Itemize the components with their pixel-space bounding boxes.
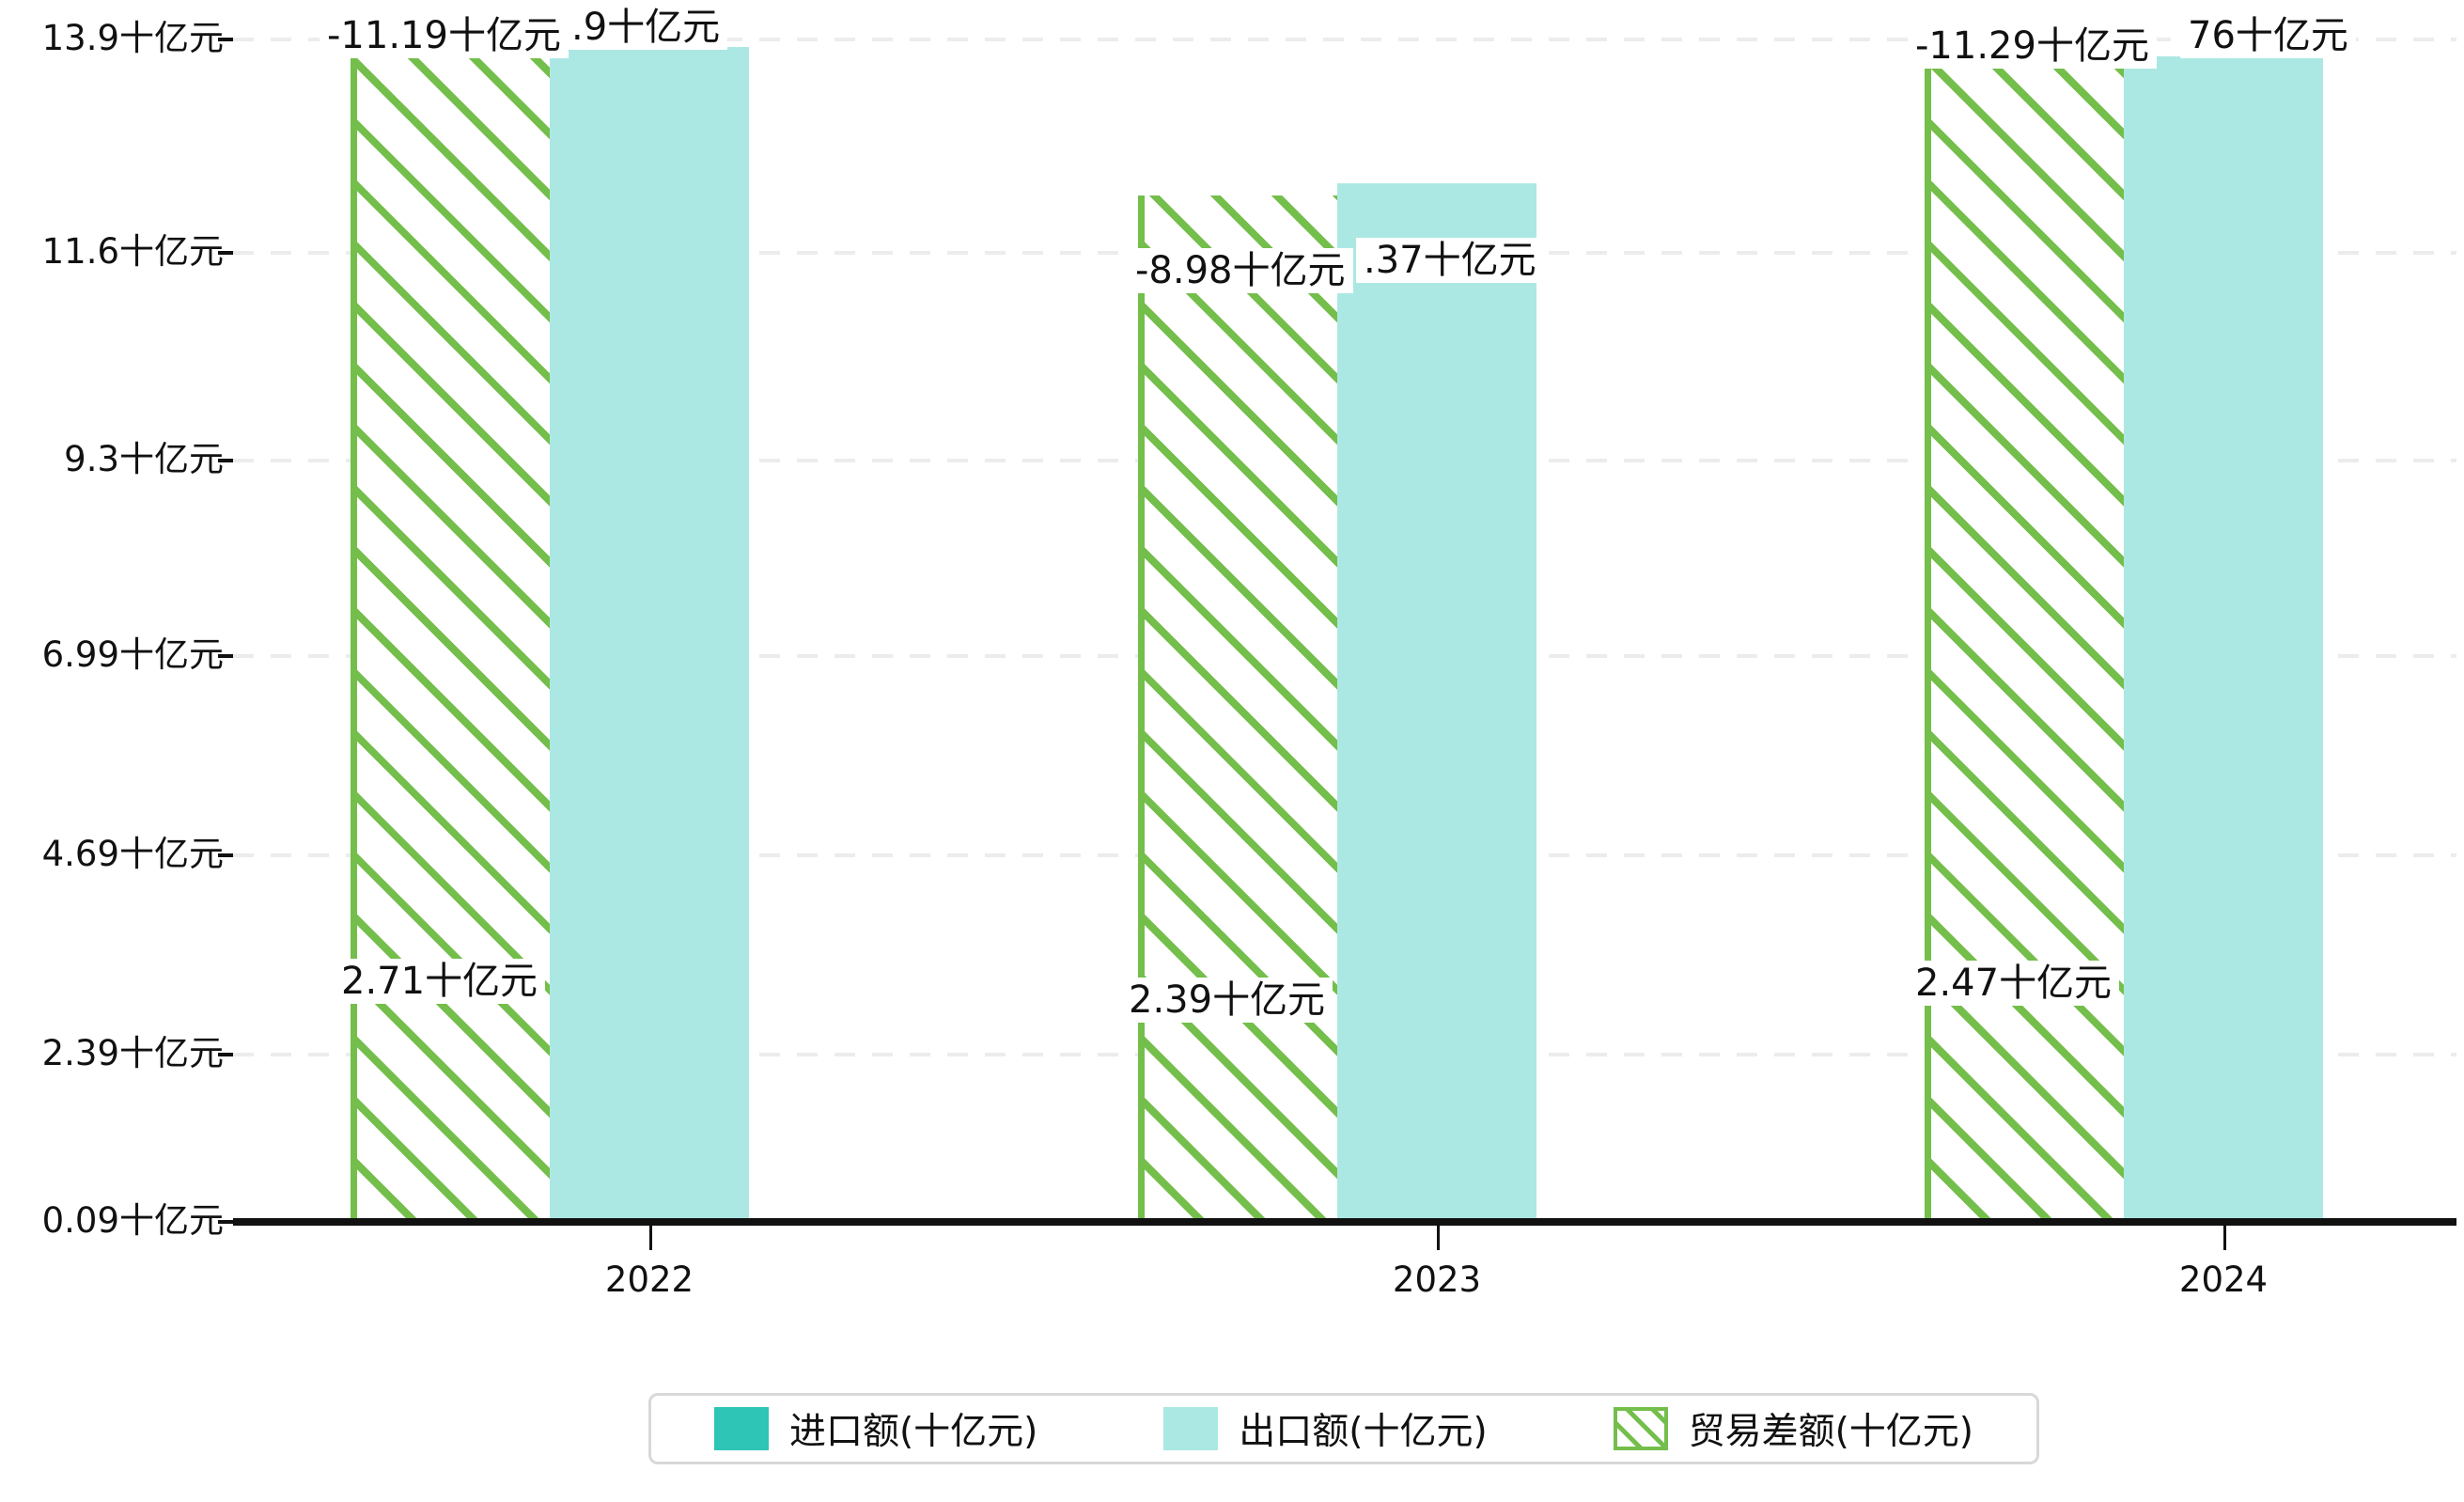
x-tick-mark-2023 (1437, 1226, 1440, 1250)
x-tick-label-2024: 2024 (2178, 1259, 2269, 1300)
bar-export-2023[interactable] (1337, 183, 1536, 1220)
x-tick-mark-2024 (2223, 1226, 2226, 1250)
legend-label-export: 出口额(十亿元) (1239, 1411, 1488, 1453)
y-tick-label: 9.3十亿元 (64, 439, 224, 479)
legend-item-import[interactable]: 进口额(十亿元) (713, 1402, 1038, 1455)
y-tick-label: 4.69十亿元 (41, 834, 224, 874)
y-tick-mark (218, 251, 239, 255)
bar-trade-balance-2023[interactable] (1138, 196, 1337, 1220)
value-label-import-2022: 2.71十亿元 (334, 959, 546, 1004)
y-tick-mark (218, 38, 239, 41)
y-tick-label: 6.99十亿元 (41, 634, 224, 675)
value-label-import-2023: 2.39十亿元 (1121, 978, 1333, 1023)
y-tick-mark (218, 1220, 239, 1224)
x-axis-line (233, 1218, 2456, 1226)
bar-export-2022[interactable] (550, 47, 749, 1220)
bar-export-2024[interactable] (2124, 56, 2323, 1220)
value-label-trade-balance-2022: -11.19十亿元 (320, 13, 569, 58)
value-label-export-2024: 76十亿元 (2180, 13, 2356, 58)
y-tick-mark (218, 459, 239, 462)
export-swatch-icon (1163, 1407, 1219, 1450)
gridline (233, 38, 2456, 41)
x-tick-label-2023: 2023 (1392, 1259, 1482, 1300)
legend-item-export[interactable]: 出口额(十亿元) (1163, 1402, 1488, 1455)
legend: 进口额(十亿元) 出口额(十亿元) 贸易差额(十亿元) (648, 1393, 2039, 1464)
y-tick-mark (218, 1053, 239, 1056)
value-label-export-2023: .37十亿元 (1356, 238, 1544, 283)
y-tick-label: 13.9十亿元 (41, 18, 224, 58)
y-tick-label: 2.39十亿元 (41, 1033, 224, 1073)
legend-item-trade-balance[interactable]: 贸易差额(十亿元) (1613, 1402, 1974, 1455)
trade-balance-swatch-icon (1613, 1407, 1668, 1450)
legend-label-trade-balance: 贸易差额(十亿元) (1688, 1411, 1974, 1453)
bar-trade-balance-2022[interactable] (351, 55, 550, 1220)
import-swatch-icon (713, 1407, 769, 1450)
value-label-import-2024: 2.47十亿元 (1908, 961, 2120, 1006)
y-tick-label: 0.09十亿元 (41, 1200, 224, 1241)
y-tick-mark (218, 654, 239, 658)
value-label-export-2022: .9十亿元 (564, 5, 728, 50)
x-tick-label-2022: 2022 (604, 1259, 694, 1300)
legend-label-import: 进口额(十亿元) (788, 1411, 1038, 1453)
plot-area (233, 8, 2456, 1220)
y-tick-mark (218, 853, 239, 857)
bar-trade-balance-2024[interactable] (1925, 62, 2124, 1220)
value-label-trade-balance-2023: -8.98十亿元 (1128, 248, 1353, 293)
y-tick-label: 11.6十亿元 (41, 231, 224, 272)
x-tick-mark-2022 (649, 1226, 652, 1250)
value-label-trade-balance-2024: -11.29十亿元 (1908, 23, 2157, 69)
